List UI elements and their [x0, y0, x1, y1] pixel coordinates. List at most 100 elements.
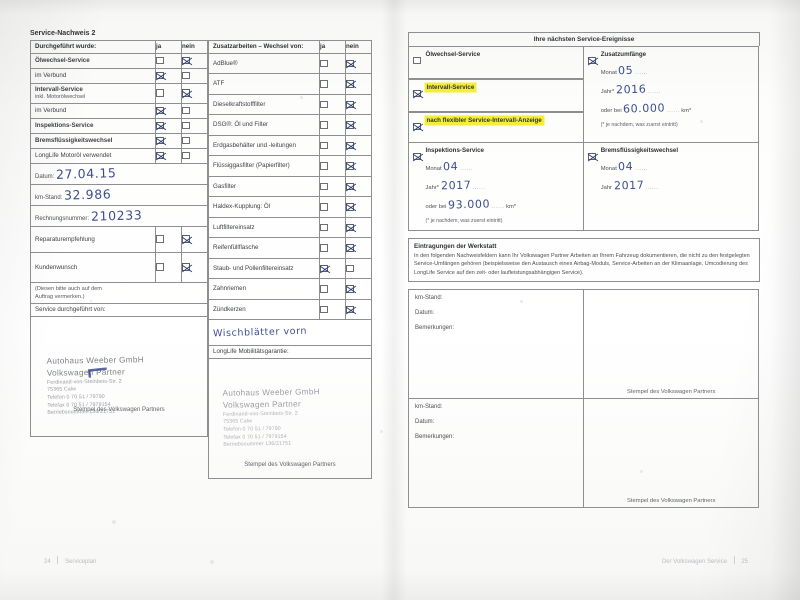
performed-checkbox-nein-2[interactable] — [181, 82, 208, 105]
event-checkbox-3[interactable] — [413, 117, 421, 136]
additional-checkbox-ja-11[interactable] — [319, 278, 346, 300]
performed-checkbox-nein-5[interactable] — [181, 133, 208, 150]
checkbox-ja[interactable] — [156, 121, 164, 130]
workshop-entry-fields-1[interactable]: km-Stand: Datum: Bemerkungen: — [408, 398, 584, 509]
checkbox-ja[interactable] — [320, 264, 328, 273]
performed-checkbox-ja-5[interactable] — [155, 133, 182, 150]
performed-checkbox-ja-2[interactable] — [155, 82, 182, 105]
event-field-1-1[interactable]: Jahr* 2016 ...... — [600, 82, 661, 96]
checkbox-nein[interactable] — [182, 56, 190, 65]
additional-checkbox-ja-12[interactable] — [319, 298, 346, 321]
checkbox-nein[interactable] — [346, 162, 354, 170]
additional-checkbox-ja-2[interactable] — [319, 93, 346, 116]
checkbox-ja[interactable] — [320, 100, 328, 109]
additional-checkbox-ja-4[interactable] — [319, 134, 346, 157]
performed-checkbox-nein-3[interactable] — [181, 103, 208, 120]
performed-field-0[interactable]: Datum: 27.04.15 — [30, 163, 208, 186]
event-field-1-0[interactable]: Monat 05 ...... — [600, 63, 648, 77]
checkbox-event[interactable] — [413, 56, 421, 65]
performed-checkbox-nein-4[interactable] — [181, 118, 208, 135]
performed-checkbox-ja-0[interactable] — [155, 52, 182, 69]
additional-checkbox-ja-10[interactable] — [319, 257, 346, 280]
performed-extra-nein-1[interactable] — [181, 252, 208, 284]
checkbox-ja[interactable] — [156, 56, 164, 65]
checkbox-ja[interactable] — [320, 162, 328, 170]
checkbox-nein[interactable] — [182, 151, 190, 160]
event-field-5-1[interactable]: Jahr 2017 ...... — [600, 178, 659, 193]
checkbox-nein[interactable] — [346, 141, 354, 150]
performed-checkbox-ja-1[interactable] — [155, 67, 182, 84]
event-checkbox-4[interactable] — [413, 147, 421, 166]
checkbox-ja[interactable] — [156, 136, 164, 145]
performed-extra-ja-1[interactable] — [155, 252, 182, 284]
checkbox-nein[interactable] — [346, 100, 354, 109]
additional-checkbox-ja-3[interactable] — [319, 114, 346, 136]
checkbox-nein[interactable] — [346, 285, 354, 293]
additional-checkbox-ja-7[interactable] — [319, 196, 346, 218]
checkbox-event[interactable] — [588, 152, 596, 161]
performed-checkbox-ja-6[interactable] — [155, 148, 182, 165]
performed-checkbox-nein-6[interactable] — [181, 148, 208, 165]
checkbox-event[interactable] — [413, 89, 421, 98]
additional-checkbox-nein-2[interactable] — [345, 93, 372, 116]
checkbox-nein[interactable] — [346, 244, 354, 252]
checkbox-nein[interactable] — [346, 264, 354, 273]
checkbox-nein[interactable] — [182, 263, 190, 271]
checkbox-ja[interactable] — [320, 121, 328, 129]
performed-extra-nein-0[interactable] — [181, 226, 208, 254]
checkbox-ja[interactable] — [320, 223, 328, 232]
additional-checkbox-nein-9[interactable] — [345, 237, 372, 259]
event-field-4-0[interactable]: Monat 04 ...... — [425, 159, 473, 173]
checkbox-ja[interactable] — [320, 203, 328, 211]
checkbox-nein[interactable] — [182, 106, 190, 115]
additional-checkbox-ja-8[interactable] — [319, 216, 346, 239]
checkbox-ja[interactable] — [156, 263, 164, 271]
checkbox-ja[interactable] — [320, 59, 328, 68]
checkbox-ja[interactable] — [320, 141, 328, 150]
checkbox-nein[interactable] — [182, 71, 190, 80]
performed-checkbox-nein-1[interactable] — [181, 67, 208, 84]
checkbox-nein[interactable] — [346, 80, 354, 88]
additional-checkbox-ja-9[interactable] — [319, 237, 346, 259]
checkbox-nein[interactable] — [182, 136, 190, 145]
additional-checkbox-nein-12[interactable] — [345, 298, 372, 321]
checkbox-nein[interactable] — [182, 235, 190, 243]
checkbox-ja[interactable] — [320, 244, 328, 252]
event-field-1-2[interactable]: oder bei 60.000 ...... km* — [600, 100, 692, 116]
checkbox-nein[interactable] — [346, 59, 354, 68]
additional-checkbox-ja-5[interactable] — [319, 155, 346, 177]
event-field-4-2[interactable]: oder bei 93.000 ...... km* — [425, 197, 517, 212]
additional-checkbox-ja-6[interactable] — [319, 175, 346, 198]
additional-checkbox-nein-5[interactable] — [345, 155, 372, 177]
checkbox-nein[interactable] — [346, 305, 354, 314]
event-checkbox-1[interactable] — [588, 51, 596, 70]
workshop-entry-fields-0[interactable]: km-Stand: Datum: Bemerkungen: — [408, 288, 584, 399]
checkbox-event[interactable] — [413, 122, 421, 131]
event-field-4-1[interactable]: Jahr* 2017 ...... — [425, 178, 486, 193]
checkbox-ja[interactable] — [156, 106, 164, 115]
checkbox-nein[interactable] — [346, 182, 354, 191]
performed-field-1[interactable]: km-Stand: 32.986 — [30, 184, 208, 207]
additional-checkbox-nein-0[interactable] — [345, 52, 372, 75]
checkbox-nein[interactable] — [182, 121, 190, 130]
event-checkbox-5[interactable] — [588, 147, 596, 166]
checkbox-nein[interactable] — [346, 203, 354, 211]
checkbox-ja[interactable] — [320, 305, 328, 314]
checkbox-nein[interactable] — [346, 223, 354, 232]
additional-checkbox-nein-4[interactable] — [345, 134, 372, 157]
checkbox-ja[interactable] — [320, 80, 328, 88]
checkbox-nein[interactable] — [182, 89, 190, 97]
performed-checkbox-ja-3[interactable] — [155, 103, 182, 120]
additional-handwritten-cell[interactable]: Wischblätter vorn — [208, 319, 372, 347]
checkbox-event[interactable] — [588, 56, 596, 65]
additional-checkbox-nein-1[interactable] — [345, 73, 372, 95]
additional-checkbox-nein-7[interactable] — [345, 196, 372, 218]
event-field-5-0[interactable]: Monat 04 ...... — [600, 159, 648, 173]
additional-checkbox-nein-8[interactable] — [345, 216, 372, 239]
checkbox-ja[interactable] — [320, 182, 328, 191]
event-checkbox-2[interactable] — [413, 84, 421, 103]
additional-checkbox-nein-11[interactable] — [345, 278, 372, 300]
performed-field-2[interactable]: Rechnungsnummer: 210233 — [30, 205, 208, 228]
checkbox-ja[interactable] — [320, 285, 328, 293]
checkbox-ja[interactable] — [156, 71, 164, 80]
